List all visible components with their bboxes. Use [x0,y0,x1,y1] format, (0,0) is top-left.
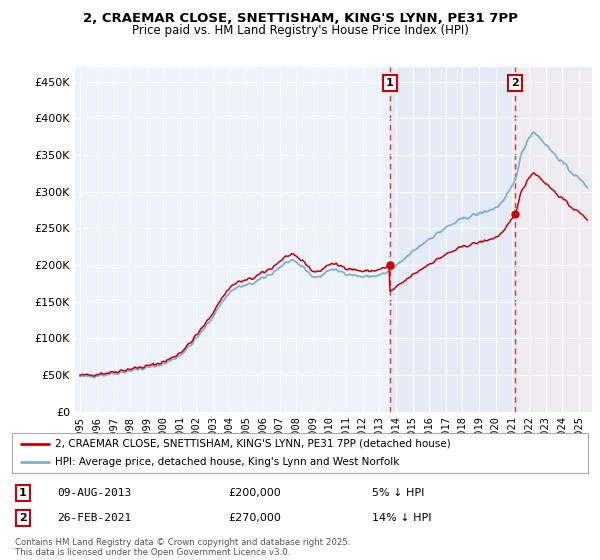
Text: 2: 2 [511,78,519,88]
Text: 14% ↓ HPI: 14% ↓ HPI [372,513,431,523]
Text: Price paid vs. HM Land Registry's House Price Index (HPI): Price paid vs. HM Land Registry's House … [131,24,469,37]
Text: 2, CRAEMAR CLOSE, SNETTISHAM, KING'S LYNN, PE31 7PP: 2, CRAEMAR CLOSE, SNETTISHAM, KING'S LYN… [83,12,517,25]
Bar [515,67,592,412]
Text: 2, CRAEMAR CLOSE, SNETTISHAM, KING'S LYNN, PE31 7PP (detached house): 2, CRAEMAR CLOSE, SNETTISHAM, KING'S LYN… [55,439,451,449]
Text: 2: 2 [19,513,26,523]
Bar [389,67,515,412]
Text: 09-AUG-2013: 09-AUG-2013 [57,488,131,498]
Text: HPI: Average price, detached house, King's Lynn and West Norfolk: HPI: Average price, detached house, King… [55,458,400,467]
Text: Contains HM Land Registry data © Crown copyright and database right 2025.
This d: Contains HM Land Registry data © Crown c… [15,538,350,557]
Text: 1: 1 [386,78,394,88]
Text: 1: 1 [19,488,26,498]
Text: 26-FEB-2021: 26-FEB-2021 [57,513,131,523]
Text: £200,000: £200,000 [228,488,281,498]
Text: £270,000: £270,000 [228,513,281,523]
Text: 5% ↓ HPI: 5% ↓ HPI [372,488,424,498]
